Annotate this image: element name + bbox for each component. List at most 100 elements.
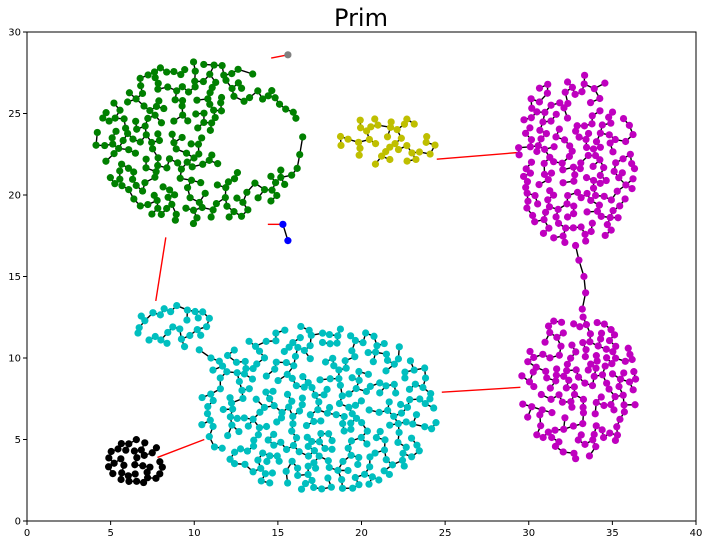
data-point — [533, 431, 541, 439]
data-point — [156, 458, 164, 466]
data-point — [579, 409, 588, 417]
data-point — [580, 80, 588, 88]
data-point — [421, 423, 429, 431]
y-tick-label: 10 — [8, 354, 21, 365]
data-point — [296, 150, 304, 159]
data-point — [344, 135, 352, 143]
data-point — [596, 156, 604, 164]
data-point — [144, 114, 152, 122]
data-point — [401, 368, 409, 376]
data-point — [581, 230, 589, 238]
data-point — [544, 428, 552, 436]
data-point — [383, 356, 392, 364]
data-point — [131, 149, 140, 157]
data-point — [589, 184, 598, 192]
data-point — [329, 354, 337, 362]
data-point — [224, 431, 232, 440]
data-point — [132, 181, 140, 190]
data-point — [590, 176, 598, 185]
data-point — [105, 454, 113, 462]
chart-title: Prim — [334, 4, 388, 32]
data-point — [554, 205, 562, 213]
data-point — [209, 366, 217, 374]
data-point — [394, 438, 402, 447]
data-point — [413, 441, 421, 449]
data-point — [199, 77, 207, 86]
data-point — [254, 456, 262, 464]
data-point — [233, 194, 241, 202]
data-point — [318, 329, 327, 337]
data-point — [167, 308, 175, 316]
data-point — [208, 119, 216, 127]
data-point — [207, 213, 215, 221]
data-point — [397, 134, 405, 142]
data-point — [579, 313, 587, 321]
data-point — [189, 58, 198, 66]
data-point — [550, 317, 558, 325]
data-point — [213, 181, 221, 189]
data-point — [186, 331, 194, 340]
data-point — [382, 350, 391, 358]
data-point — [125, 440, 133, 448]
data-point — [254, 194, 262, 202]
data-point — [547, 395, 555, 403]
data-point — [144, 71, 152, 79]
data-point — [128, 175, 137, 183]
data-point — [125, 477, 133, 485]
y-tick-label: 25 — [8, 109, 21, 120]
data-point — [593, 357, 601, 365]
data-point — [597, 212, 605, 220]
data-point — [552, 213, 560, 221]
y-axis: 0 5 10 15 20 25 30 — [8, 28, 27, 528]
data-point — [99, 114, 107, 122]
data-point — [200, 60, 208, 69]
data-point — [132, 117, 140, 125]
data-point — [206, 126, 214, 134]
data-point — [137, 312, 145, 320]
data-point — [610, 167, 618, 175]
data-point — [208, 151, 216, 159]
data-point — [335, 366, 343, 374]
data-point — [308, 437, 316, 446]
data-point — [600, 320, 608, 328]
data-point — [526, 169, 535, 177]
data-point — [197, 179, 205, 187]
data-point — [325, 430, 333, 438]
data-point — [541, 208, 550, 216]
data-point — [554, 219, 563, 227]
data-point — [249, 468, 257, 476]
data-point — [271, 365, 279, 373]
data-point — [191, 307, 199, 316]
data-point — [253, 360, 261, 368]
data-point — [160, 305, 168, 313]
data-point — [620, 408, 628, 416]
data-point — [243, 447, 252, 455]
data-point — [282, 105, 290, 113]
data-point — [109, 140, 117, 148]
data-point — [194, 124, 202, 132]
data-point — [129, 135, 137, 143]
data-point — [320, 391, 328, 399]
data-point — [524, 358, 532, 366]
data-point — [295, 448, 303, 456]
data-point — [124, 164, 133, 172]
data-point — [289, 420, 297, 428]
data-point — [622, 181, 630, 189]
data-point — [335, 375, 343, 383]
x-tick-label: 40 — [690, 528, 703, 539]
data-point — [142, 131, 150, 139]
data-point — [187, 176, 196, 184]
data-point — [582, 289, 590, 297]
data-point — [598, 121, 606, 129]
data-point — [574, 436, 582, 444]
data-point — [618, 169, 626, 177]
data-point — [415, 447, 423, 455]
data-point — [593, 207, 602, 215]
data-point — [235, 377, 243, 386]
data-point — [601, 231, 609, 240]
data-point — [529, 368, 537, 376]
data-point — [543, 374, 551, 382]
data-point — [527, 95, 535, 103]
data-point — [200, 118, 208, 127]
data-point — [579, 420, 587, 428]
